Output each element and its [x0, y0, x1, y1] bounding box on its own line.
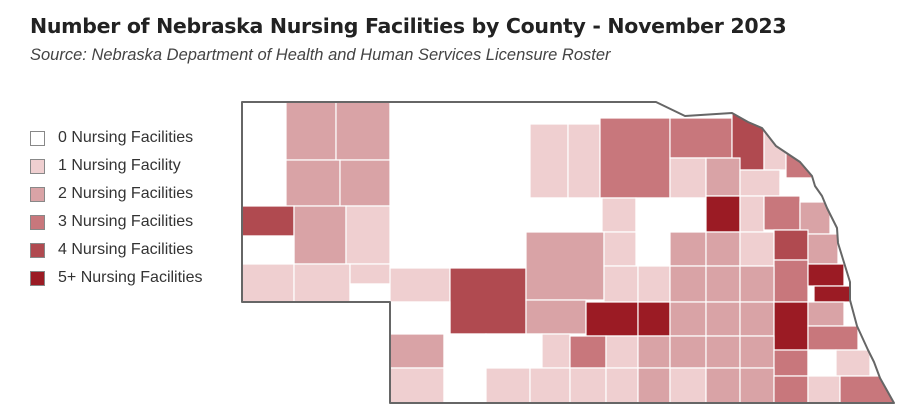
legend-label-4: 4 Nursing Facilities: [58, 241, 194, 258]
county-fills: [242, 102, 894, 403]
legend-label-5: 5+ Nursing Facilities: [58, 269, 203, 286]
legend: 0 Nursing Facilities 1 Nursing Facility …: [30, 124, 203, 292]
legend-label-1: 1 Nursing Facility: [58, 157, 181, 174]
legend-swatch-0: [30, 130, 45, 146]
map-title: Number of Nebraska Nursing Facilities by…: [30, 14, 787, 38]
legend-swatch-4: [30, 242, 45, 258]
legend-swatch-3: [30, 214, 45, 230]
legend-item-0: 0 Nursing Facilities: [30, 124, 203, 152]
legend-item-1: 1 Nursing Facility: [30, 152, 203, 180]
legend-item-2: 2 Nursing Facilities: [30, 180, 203, 208]
legend-label-3: 3 Nursing Facilities: [58, 213, 194, 230]
legend-swatch-1: [30, 158, 45, 174]
legend-swatch-5: [30, 270, 45, 286]
state-border: [241, 101, 895, 404]
legend-item-3: 3 Nursing Facilities: [30, 208, 203, 236]
legend-item-4: 4 Nursing Facilities: [30, 236, 203, 264]
legend-swatch-2: [30, 186, 45, 202]
legend-label-0: 0 Nursing Facilities: [58, 129, 194, 146]
legend-item-5: 5+ Nursing Facilities: [30, 264, 203, 292]
legend-label-2: 2 Nursing Facilities: [58, 185, 194, 202]
map-subtitle: Source: Nebraska Department of Health an…: [30, 46, 611, 64]
